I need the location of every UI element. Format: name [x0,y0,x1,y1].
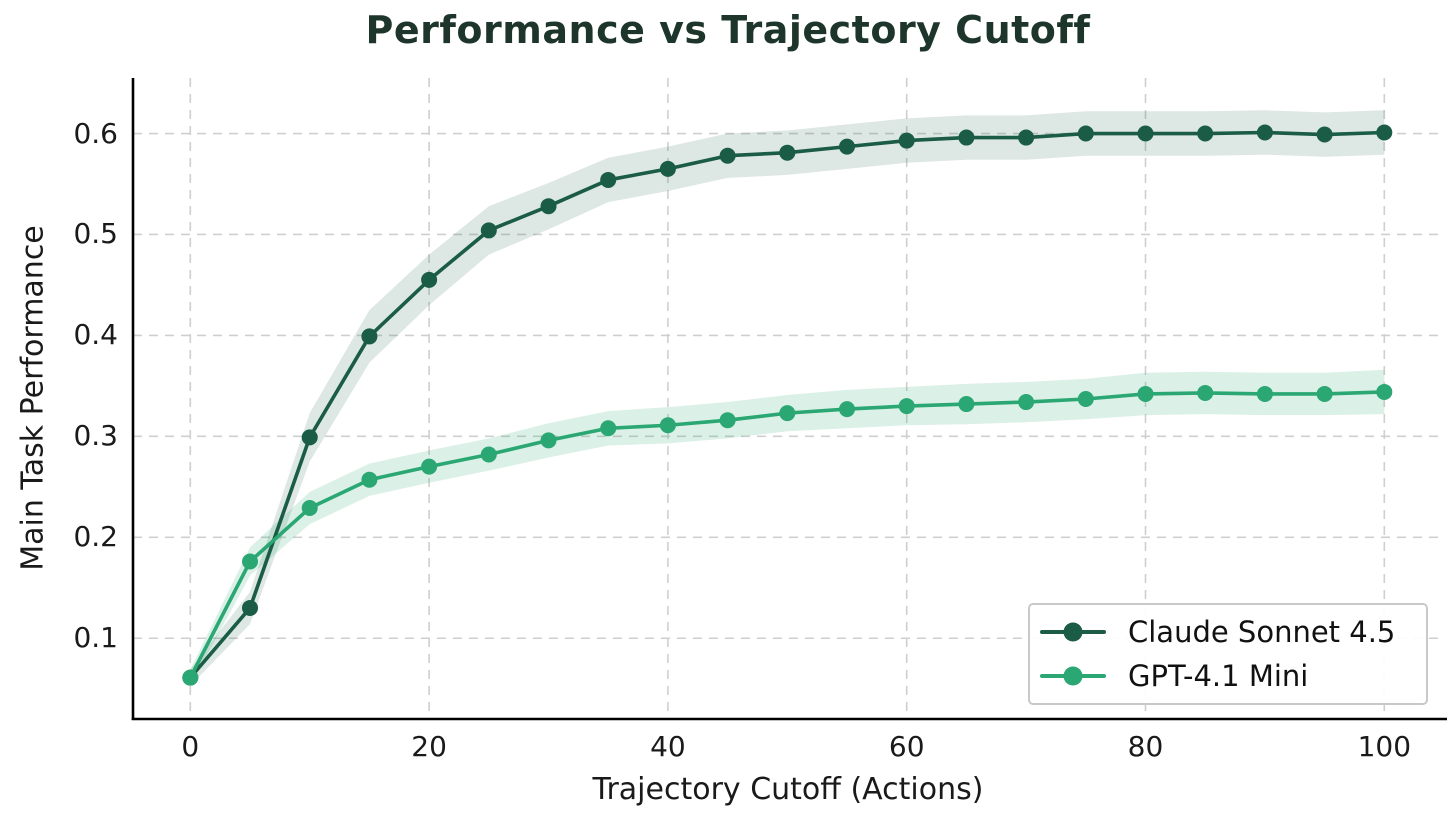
claude-data-point [839,138,856,155]
claude-data-point [1197,125,1214,142]
y-tick-label: 0.5 [73,217,118,251]
x-tick-label: 100 [1357,730,1412,763]
claude-data-point [480,222,497,239]
claude-data-point [958,129,975,146]
y-tick-label: 0.2 [73,520,118,554]
claude-data-point [540,198,557,215]
gpt-data-point [839,401,856,418]
gpt-data-point [182,669,199,686]
axes-spines [131,78,1447,721]
claude-data-point [898,132,915,149]
x-tick-label: 60 [888,730,925,763]
gpt-data-point [1018,394,1035,411]
claude-data-point [1018,129,1035,146]
y-tick-label: 0.6 [73,116,118,150]
claude-data-point [301,429,318,446]
claude-data-point [779,144,796,161]
y-tick-label: 0.3 [73,419,118,453]
chart-title: Performance vs Trajectory Cutoff [365,8,1091,52]
claude-data-point [361,328,378,345]
claude-data-point [421,271,438,288]
gpt-data-point [480,446,497,463]
gpt-data-point [600,420,617,437]
gpt-data-point [659,417,676,434]
claude-confidence-band [190,110,1385,686]
claude-data-point [1376,124,1393,141]
gpt-data-point [719,412,736,429]
claude-data-point [600,171,617,188]
x-tick-label: 80 [1127,730,1164,763]
legend: Claude Sonnet 4.5 GPT-4.1 Mini [1028,603,1428,705]
claude-data-point [1137,125,1154,142]
series-lines [182,124,1393,686]
x-tick-label: 40 [650,730,686,763]
gpt-data-point [779,405,796,422]
gpt-data-point [958,396,975,413]
claude-data-point [659,160,676,177]
gpt-data-point [361,471,378,488]
y-tick-label: 0.1 [73,621,118,655]
x-tick-label: 20 [411,730,447,763]
gpt-line-marker-swatch [1040,666,1106,686]
gpt-data-point [1316,385,1333,402]
gpt-data-point [1137,385,1154,402]
gpt-data-point [540,432,557,449]
gpt-swatch-dot [1063,666,1083,686]
claude-line-marker-swatch [1040,622,1106,642]
claude-data-point [1077,125,1094,142]
legend-label-gpt: GPT-4.1 Mini [1128,659,1309,694]
claude-data-point [719,147,736,164]
gpt-data-point [898,398,915,415]
gpt-data-point [1376,383,1393,400]
claude-data-point [1316,126,1333,143]
legend-item-claude: Claude Sonnet 4.5 [1040,610,1416,654]
y-axis-label: Main Task Performance [15,225,51,571]
legend-label-claude: Claude Sonnet 4.5 [1128,614,1396,649]
claude-data-point [1256,124,1273,141]
legend-item-gpt: GPT-4.1 Mini [1040,654,1416,698]
gpt-data-point [421,458,438,475]
claude-swatch-dot [1063,622,1083,642]
claude-data-point [242,599,259,616]
x-axis-label: Trajectory Cutoff (Actions) [592,772,984,807]
gpt-data-point [242,553,259,570]
gpt-data-point [1256,385,1273,402]
y-tick-label: 0.4 [73,318,118,352]
x-tick-label: 0 [181,730,200,763]
gpt-data-point [1197,384,1214,401]
gpt-data-point [1077,391,1094,408]
gpt-data-point [301,500,318,517]
